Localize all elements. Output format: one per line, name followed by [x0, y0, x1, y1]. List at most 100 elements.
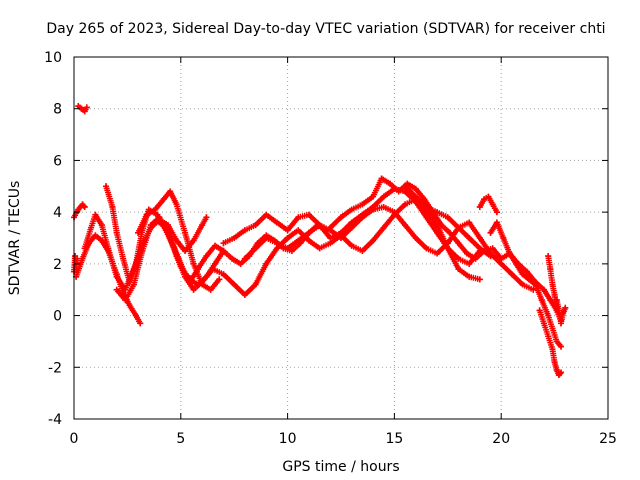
data-point	[446, 229, 453, 236]
data-point	[493, 209, 500, 216]
series-trace-16	[487, 219, 565, 350]
data-point	[562, 304, 569, 311]
x-axis-label: GPS time / hours	[282, 459, 399, 475]
data-point	[412, 185, 419, 192]
data-point	[81, 203, 88, 210]
data-point	[88, 224, 95, 231]
data-point	[295, 227, 302, 234]
data-point	[464, 250, 471, 257]
data-point	[558, 369, 565, 376]
data-point	[455, 240, 462, 247]
data-point	[237, 260, 244, 267]
data-point	[252, 281, 259, 288]
data-point	[203, 214, 210, 221]
data-point	[472, 255, 479, 262]
data-point	[476, 245, 483, 252]
data-point	[500, 235, 507, 241]
data-point	[199, 281, 206, 288]
data-point	[252, 245, 259, 252]
data-point	[207, 286, 214, 293]
data-point	[327, 235, 334, 241]
data-point	[498, 260, 505, 267]
data-point	[551, 291, 558, 298]
data-point	[263, 260, 270, 267]
data-point	[288, 247, 295, 254]
x-tick-label: 0	[70, 431, 79, 447]
data-point	[199, 222, 206, 229]
data-point	[549, 281, 556, 288]
chart-title: Day 265 of 2023, Sidereal Day-to-day VTE…	[46, 21, 605, 37]
data-point	[489, 245, 496, 252]
data-point	[305, 229, 312, 236]
series-trace-14	[402, 183, 494, 260]
data-point	[229, 255, 236, 262]
y-tick-label: 6	[53, 153, 62, 169]
data-point	[190, 260, 197, 267]
data-point	[139, 247, 146, 254]
data-point	[316, 222, 323, 229]
data-point	[455, 224, 462, 231]
data-point	[551, 359, 558, 366]
data-point	[391, 211, 398, 218]
data-point	[348, 219, 355, 226]
data-point	[513, 260, 520, 267]
data-point	[370, 193, 377, 200]
data-point	[523, 268, 530, 275]
data-point	[92, 211, 99, 218]
data-point	[152, 206, 159, 213]
data-point	[558, 320, 565, 327]
data-point	[481, 196, 488, 203]
data-point	[412, 193, 419, 200]
data-point	[137, 320, 144, 327]
data-point	[508, 271, 515, 278]
data-point	[487, 253, 494, 260]
data-point	[466, 273, 473, 280]
data-point	[421, 196, 428, 203]
data-point	[519, 271, 526, 278]
data-point	[113, 229, 120, 236]
data-point	[220, 247, 227, 254]
data-point	[241, 227, 248, 234]
data-point	[498, 255, 505, 262]
data-point	[103, 183, 110, 190]
data-point	[558, 343, 565, 350]
x-tick-label: 10	[279, 431, 297, 447]
y-tick-label: -2	[48, 360, 62, 376]
data-point	[75, 103, 82, 110]
data-point	[173, 201, 180, 208]
data-point	[175, 255, 182, 262]
data-point	[188, 276, 195, 283]
data-point	[327, 224, 334, 231]
data-point	[220, 240, 227, 247]
data-point	[545, 312, 552, 319]
data-point	[455, 266, 462, 273]
data-point	[316, 245, 323, 252]
y-axis: -4 -2 0 2 4 6 8 10	[44, 50, 608, 428]
data-point	[113, 273, 120, 280]
data-point	[380, 193, 387, 200]
data-point	[545, 333, 552, 340]
data-point	[380, 203, 387, 210]
data-point	[81, 245, 88, 252]
data-point	[284, 235, 291, 241]
data-point	[348, 224, 355, 231]
data-point	[92, 232, 99, 239]
data-point	[252, 222, 259, 229]
data-point	[540, 286, 547, 293]
data-point	[525, 276, 532, 283]
data-point	[476, 235, 483, 241]
data-point	[74, 255, 81, 262]
data-point	[493, 219, 500, 226]
data-point	[190, 286, 197, 293]
data-point	[359, 214, 366, 221]
data-point	[438, 222, 445, 229]
data-point	[135, 229, 142, 236]
x-tick-label: 5	[176, 431, 185, 447]
data-point	[126, 302, 133, 309]
y-axis-label: SDTVAR / TECUs	[7, 181, 23, 296]
data-point	[169, 240, 176, 247]
data-point	[370, 237, 377, 244]
data-point	[209, 266, 216, 273]
data-point	[241, 255, 248, 262]
